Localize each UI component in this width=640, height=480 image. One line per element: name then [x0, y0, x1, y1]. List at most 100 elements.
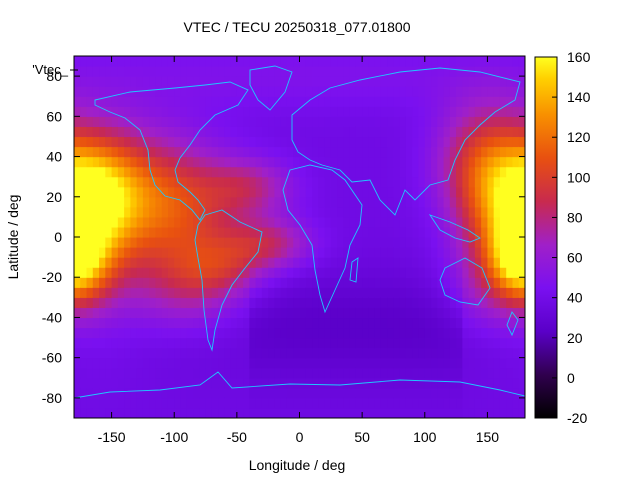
heatmap-cell [86, 377, 94, 389]
heatmap-cell [493, 206, 501, 218]
heatmap-cell [424, 116, 432, 127]
heatmap-cell [418, 226, 426, 238]
heatmap-cell [199, 66, 207, 77]
heatmap-cell [174, 216, 182, 228]
heatmap-cell [117, 367, 125, 379]
coastline-new-zealand [506, 311, 519, 337]
heatmap-cell [474, 176, 482, 188]
heatmap-cell [424, 76, 432, 87]
heatmap-cell [499, 126, 507, 138]
heatmap-cell [186, 307, 194, 319]
heatmap-cell [249, 126, 257, 138]
heatmap-cell [130, 126, 138, 138]
heatmap-cell [399, 176, 407, 188]
heatmap-cell [180, 126, 188, 138]
heatmap-cell [224, 277, 232, 288]
heatmap-cell [412, 307, 420, 319]
heatmap-cell [155, 237, 163, 248]
heatmap-cell [493, 226, 501, 238]
heatmap-cell [312, 257, 319, 268]
heatmap-cell [99, 267, 106, 278]
heatmap-cell [86, 407, 94, 418]
heatmap-cell [493, 196, 501, 208]
heatmap-cell [130, 397, 138, 409]
heatmap-cell [149, 247, 157, 258]
heatmap-cell [111, 317, 119, 329]
heatmap-cell [186, 86, 194, 97]
heatmap-cell [449, 106, 457, 117]
heatmap-cell [456, 287, 463, 298]
heatmap-cell [249, 357, 257, 369]
heatmap-cell [236, 146, 244, 158]
heatmap-cell [136, 136, 144, 148]
heatmap-cell [443, 206, 451, 218]
heatmap-cell [343, 357, 351, 369]
heatmap-cell [312, 367, 319, 379]
heatmap-cell [312, 206, 319, 218]
heatmap-cell [380, 407, 388, 418]
heatmap-cell [255, 357, 263, 369]
heatmap-cell [86, 106, 94, 117]
heatmap-cell [280, 196, 288, 208]
x-tick-label: 100 [413, 429, 437, 445]
heatmap-cell [274, 287, 282, 298]
heatmap-cell [355, 156, 363, 168]
heatmap-cell [299, 166, 307, 178]
heatmap-cell [493, 237, 501, 248]
heatmap-cell [130, 317, 138, 329]
heatmap-cell [249, 206, 257, 218]
heatmap-cell [155, 206, 163, 218]
heatmap-cell [124, 76, 131, 87]
heatmap-cell [286, 297, 294, 308]
heatmap-cell [174, 307, 182, 319]
heatmap-cell [293, 136, 301, 148]
heatmap-cell [236, 206, 244, 218]
heatmap-cell [305, 216, 313, 228]
heatmap-cell [493, 136, 501, 148]
heatmap-cell [117, 176, 125, 188]
colorbar-tick-label: 40 [567, 290, 583, 306]
heatmap-cell [243, 407, 250, 418]
heatmap-cell [274, 106, 282, 117]
heatmap-cell [506, 206, 514, 218]
heatmap-cell [117, 277, 125, 288]
heatmap-cell [230, 96, 238, 107]
heatmap-cell [124, 317, 131, 329]
heatmap-cell [99, 86, 106, 97]
heatmap-cell [462, 226, 470, 238]
heatmap-cell [230, 106, 238, 117]
heatmap-cell [236, 317, 244, 329]
heatmap-cell [399, 377, 407, 389]
heatmap-cell [349, 277, 357, 288]
heatmap-cell [280, 327, 288, 339]
heatmap-cell [462, 216, 470, 228]
heatmap-cell [499, 297, 507, 308]
heatmap-cell [255, 146, 263, 158]
heatmap-cell [374, 66, 382, 77]
heatmap-cell [462, 407, 470, 418]
heatmap-cell [224, 86, 232, 97]
heatmap-cell [243, 156, 250, 168]
heatmap-cell [124, 86, 131, 97]
heatmap-cell [174, 206, 182, 218]
heatmap-cell [368, 106, 376, 117]
heatmap-cell [80, 56, 88, 67]
heatmap-cell [362, 156, 369, 168]
heatmap-cell [324, 397, 332, 409]
heatmap-cell [481, 116, 489, 127]
heatmap-cell [330, 267, 338, 278]
heatmap-cell [124, 377, 131, 389]
heatmap-cell [337, 267, 344, 278]
heatmap-cell [387, 257, 395, 268]
heatmap-cell [117, 186, 125, 198]
heatmap-cell [487, 287, 495, 298]
heatmap-cell [456, 176, 463, 188]
heatmap-cell [86, 136, 94, 148]
heatmap-cell [211, 347, 219, 359]
heatmap-cell [142, 297, 150, 308]
heatmap-cell [99, 176, 106, 188]
heatmap-cell [449, 307, 457, 319]
heatmap-cell [236, 136, 244, 148]
heatmap-cell [493, 307, 501, 319]
heatmap-cell [355, 196, 363, 208]
